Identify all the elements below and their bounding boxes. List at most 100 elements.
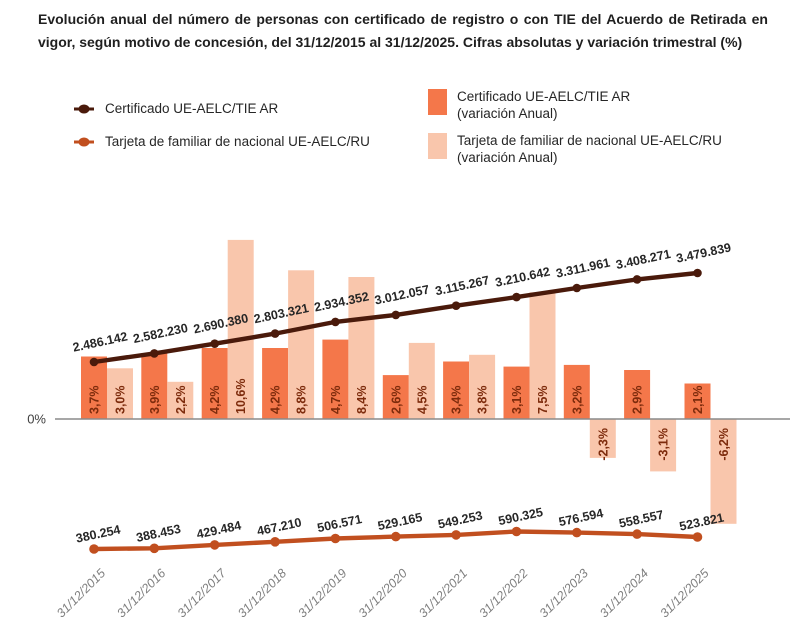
line-label-tarjeta-line-31/12/2022: 590.325 [497,505,544,528]
legend-label-line2: (variación Anual) [457,150,558,165]
x-axis-label-31/12/2021: 31/12/2021 [416,566,470,620]
line-label-tarjeta-line-31/12/2019: 506.571 [316,512,363,535]
legend-item-tarjeta-bars: Tarjeta de familiar de nacional UE-AELC/… [428,132,722,166]
line-label-certificado-line-31/12/2016: 2.582.230 [132,321,189,346]
bar-certificado-var-31/12/2018 [262,348,289,419]
x-axis-label-31/12/2019: 31/12/2019 [295,566,349,620]
bar-tarjeta-var-31/12/2022 [529,292,556,419]
line-label-tarjeta-line-31/12/2018: 467.210 [256,515,303,538]
legend-label-line2: (variación Anual) [457,106,558,121]
bar-tarjeta-var-31/12/2025 [710,419,737,524]
bar-tarjeta-var-31/12/2023 [589,419,616,458]
x-axis-label-31/12/2016: 31/12/2016 [114,566,168,620]
x-axis-label-31/12/2022: 31/12/2022 [476,566,530,620]
bar-certificado-var-31/12/2024 [624,370,651,419]
point-tarjeta-line-31/12/2021 [451,530,461,540]
line-series-marker-icon [74,104,94,113]
line-label-certificado-line-31/12/2025: 3.479.839 [675,240,732,265]
bar-label-tarjeta-var-31/12/2015: 3,0% [114,386,128,415]
bar-tarjeta-var-31/12/2021 [469,354,496,419]
legend-label-certificado-bars: Certificado UE-AELC/TIE AR (variación An… [457,88,630,122]
legend-label-line1: Tarjeta de familiar de nacional UE-AELC/… [457,133,722,148]
bar-tarjeta-var-31/12/2016 [167,381,194,419]
x-axis-label-31/12/2018: 31/12/2018 [235,566,289,620]
bar-label-tarjeta-var-31/12/2023: -2,3% [596,428,610,461]
bar-label-tarjeta-var-31/12/2024: -3,1% [657,428,671,461]
legend-label-certificado-line: Certificado UE-AELC/TIE AR [105,101,279,116]
bar-certificado-var-31/12/2025 [684,383,711,419]
legend-item-tarjeta-line: Tarjeta de familiar de nacional UE-AELC/… [73,133,370,150]
x-axis-label-31/12/2017: 31/12/2017 [175,565,230,620]
x-axis-label-31/12/2023: 31/12/2023 [537,566,591,620]
line-label-tarjeta-line-31/12/2016: 388.453 [135,522,182,545]
bar-label-tarjeta-var-31/12/2017: 10,6% [234,379,248,414]
point-tarjeta-line-31/12/2025 [692,532,703,542]
bar-label-certificado-var-31/12/2025: 2,1% [691,386,705,415]
legend-item-certificado-bars: Certificado UE-AELC/TIE AR (variación An… [428,88,722,122]
bar-label-certificado-var-31/12/2016: 3,9% [148,386,162,415]
point-tarjeta-line-31/12/2020 [391,531,401,542]
bar-series-swatch-icon [428,133,447,159]
point-certificado-line-31/12/2022 [512,292,521,302]
x-axis-label-31/12/2024: 31/12/2024 [597,566,651,620]
point-certificado-line-31/12/2025 [693,268,702,278]
bar-label-tarjeta-var-31/12/2018: 8,8% [295,386,309,415]
x-axis-label-31/12/2015: 31/12/2015 [54,566,108,620]
line-series-marker-icon [74,137,94,146]
bar-certificado-var-31/12/2021 [443,361,470,419]
point-tarjeta-line-31/12/2017 [209,540,220,550]
bar-label-certificado-var-31/12/2024: 2,9% [631,386,645,415]
line-label-tarjeta-line-31/12/2024: 558.557 [618,508,665,531]
bar-label-tarjeta-var-31/12/2020: 4,5% [415,386,429,415]
point-certificado-line-31/12/2015 [89,357,99,367]
x-axis-label-31/12/2025: 31/12/2025 [657,566,711,620]
point-certificado-line-31/12/2019 [331,317,340,327]
bar-certificado-var-31/12/2019 [322,339,349,419]
bar-label-tarjeta-var-31/12/2016: 2,2% [174,386,188,415]
bar-label-tarjeta-var-31/12/2022: 7,5% [536,386,550,415]
line-label-tarjeta-line-31/12/2025: 523.821 [678,511,725,534]
line-label-tarjeta-line-31/12/2023: 576.594 [557,506,604,529]
bar-tarjeta-var-31/12/2018 [288,270,315,419]
point-tarjeta-line-31/12/2023 [572,527,582,538]
bar-label-certificado-var-31/12/2019: 4,7% [329,386,343,415]
line-label-tarjeta-line-31/12/2020: 529.165 [376,510,423,533]
bar-label-certificado-var-31/12/2017: 4,2% [208,386,222,415]
x-axis-label-31/12/2020: 31/12/2020 [356,566,410,620]
legend-label-tarjeta-line: Tarjeta de familiar de nacional UE-AELC/… [105,134,370,149]
point-tarjeta-line-31/12/2018 [270,537,280,547]
bar-label-certificado-var-31/12/2023: 3,2% [570,386,584,415]
line-label-certificado-line-31/12/2021: 3.115.267 [434,273,491,298]
point-tarjeta-line-31/12/2022 [511,526,522,537]
point-certificado-line-31/12/2017 [210,339,219,349]
bar-tarjeta-var-31/12/2015 [107,368,133,419]
line-label-certificado-line-31/12/2024: 3.408.271 [615,247,672,272]
bar-label-certificado-var-31/12/2015: 3,7% [88,386,102,415]
bar-certificado-var-31/12/2022 [503,366,530,419]
bar-tarjeta-var-31/12/2024 [650,419,677,472]
legend-line-series: Certificado UE-AELC/TIE AR Tarjeta de fa… [73,100,370,150]
point-tarjeta-line-31/12/2015 [89,544,99,554]
bar-label-certificado-var-31/12/2021: 3,4% [450,386,464,415]
bar-certificado-var-31/12/2016 [141,353,168,419]
point-certificado-line-31/12/2018 [270,329,280,338]
bar-tarjeta-var-31/12/2020 [408,342,435,419]
line-label-tarjeta-line-31/12/2017: 429.484 [195,518,242,541]
zero-axis-label: 0% [27,412,46,427]
line-label-certificado-line-31/12/2023: 3.311.961 [555,256,612,281]
bar-label-tarjeta-var-31/12/2019: 8,4% [355,386,369,415]
legend-label-line1: Certificado UE-AELC/TIE AR [457,89,631,104]
bar-label-certificado-var-31/12/2020: 2,6% [389,386,403,415]
point-tarjeta-line-31/12/2024 [632,529,642,539]
line-label-tarjeta-line-31/12/2015: 380.254 [75,523,122,546]
point-certificado-line-31/12/2023 [572,283,582,293]
line-label-certificado-line-31/12/2020: 3.012.057 [373,282,430,307]
bar-label-tarjeta-var-31/12/2025: -6,2% [717,428,731,461]
point-tarjeta-line-31/12/2016 [149,543,160,554]
point-certificado-line-31/12/2020 [391,310,401,320]
line-label-certificado-line-31/12/2022: 3.210.642 [494,265,551,290]
point-certificado-line-31/12/2016 [150,349,159,358]
line-label-tarjeta-line-31/12/2021: 549.253 [437,508,484,531]
